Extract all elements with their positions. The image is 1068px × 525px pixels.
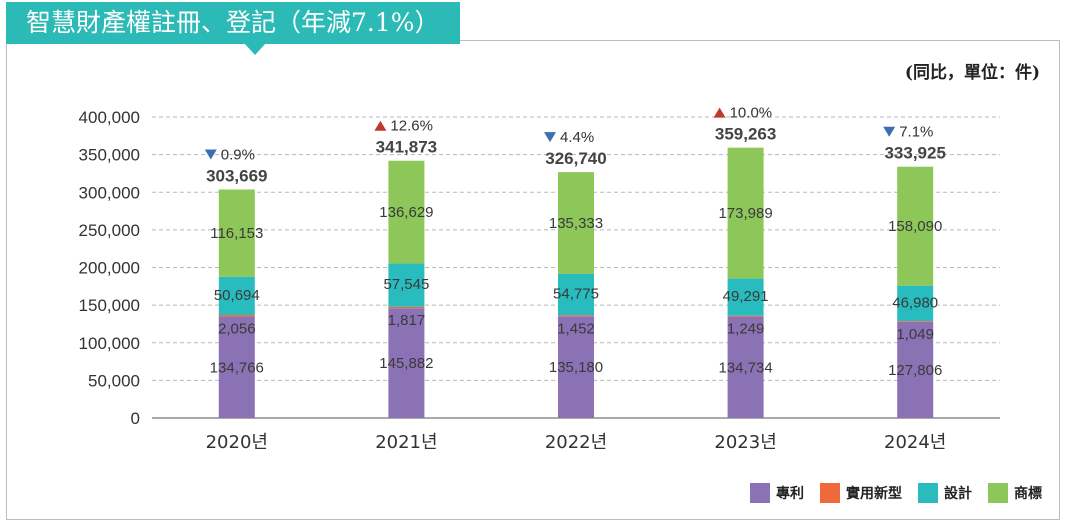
data-label: 127,806 [888, 362, 942, 379]
y-tick-label: 300,000 [79, 183, 140, 202]
change-label: 4.4% [560, 129, 594, 146]
bar-segment [388, 263, 425, 307]
data-label: 145,882 [379, 355, 433, 372]
legend-swatch [820, 483, 840, 503]
data-label: 1,452 [557, 320, 595, 337]
data-label: 2,056 [218, 321, 256, 338]
data-label: 1,049 [896, 326, 934, 343]
up-arrow-icon [374, 120, 387, 131]
bar-segment [218, 189, 255, 277]
y-tick-label: 0 [131, 409, 140, 428]
y-tick-label: 50,000 [88, 371, 140, 390]
down-arrow-icon [544, 132, 556, 143]
data-label: 50,694 [214, 287, 260, 304]
legend-label: 商標 [1014, 486, 1042, 502]
x-tick-label: 2023년 [714, 432, 776, 453]
chart-frame [6, 40, 1060, 520]
bar-segment [218, 316, 255, 418]
bar-segment [218, 315, 255, 317]
x-tick-label: 2024년 [884, 432, 946, 453]
chart-legend: 專利 實用新型 設計 商標 [742, 483, 1042, 503]
legend-swatch [988, 483, 1008, 503]
legend-item: 實用新型 [820, 483, 902, 503]
data-label: 54,775 [553, 286, 599, 303]
x-tick-label: 2022년 [545, 432, 607, 453]
bar-segment [558, 273, 594, 316]
bar-segment [218, 276, 255, 316]
bar-segment [897, 321, 934, 322]
bar-segment [727, 278, 764, 316]
data-label: 1,249 [727, 321, 765, 338]
bar-segment [558, 316, 594, 418]
data-label: 136,629 [379, 204, 433, 221]
data-label: 135,180 [549, 359, 603, 376]
bar-segment [897, 285, 934, 322]
chart-title: 智慧財產權註冊、登記（年減7.1%） [6, 2, 460, 44]
data-label: 49,291 [723, 288, 769, 305]
legend-swatch [918, 483, 938, 503]
change-label: 0.9% [221, 146, 255, 163]
bar-segment [727, 315, 764, 317]
bar-segment [897, 166, 934, 286]
total-label: 341,873 [376, 138, 437, 157]
down-arrow-icon [883, 126, 896, 137]
legend-label: 實用新型 [846, 486, 902, 502]
y-tick-label: 150,000 [79, 296, 140, 315]
total-label: 326,740 [545, 149, 606, 168]
unit-note: (同比，單位：件) [904, 63, 1040, 83]
bar-segment [388, 306, 425, 309]
legend-item: 商標 [988, 483, 1042, 503]
data-label: 158,090 [888, 218, 942, 235]
bar-segment [388, 308, 425, 418]
bar-segment [897, 321, 934, 418]
total-label: 333,925 [884, 144, 945, 163]
y-tick-label: 200,000 [79, 259, 140, 278]
data-label: 116,153 [210, 225, 263, 242]
legend-item: 專利 [750, 483, 804, 503]
legend-label: 設計 [944, 486, 972, 502]
bar-segment [727, 147, 764, 279]
y-tick-label: 350,000 [79, 146, 140, 165]
bar-segment [558, 172, 594, 274]
legend-item: 設計 [918, 483, 972, 503]
y-tick-label: 400,000 [79, 108, 140, 127]
data-label: 134,766 [210, 359, 264, 376]
data-label: 135,333 [549, 215, 603, 232]
data-label: 57,545 [383, 276, 429, 293]
data-label: 134,734 [718, 359, 772, 376]
data-label: 46,980 [892, 294, 938, 311]
y-tick-label: 250,000 [79, 221, 140, 240]
bar-segment [558, 315, 594, 317]
data-label: 173,989 [718, 205, 772, 222]
total-label: 303,669 [206, 166, 267, 185]
up-arrow-icon [713, 107, 726, 118]
down-arrow-icon [204, 149, 217, 160]
legend-swatch [750, 483, 770, 503]
title-pointer [244, 43, 266, 55]
change-label: 7.1% [899, 124, 933, 141]
x-tick-label: 2021년 [375, 432, 437, 453]
bar-segment [727, 316, 764, 418]
bar-segment [388, 160, 425, 264]
change-label: 12.6% [390, 118, 433, 135]
x-tick-label: 2020년 [206, 432, 268, 453]
data-label: 1,817 [388, 312, 426, 329]
legend-label: 專利 [776, 486, 804, 502]
change-label: 10.0% [730, 105, 773, 122]
y-tick-label: 100,000 [79, 334, 140, 353]
total-label: 359,263 [715, 125, 776, 144]
